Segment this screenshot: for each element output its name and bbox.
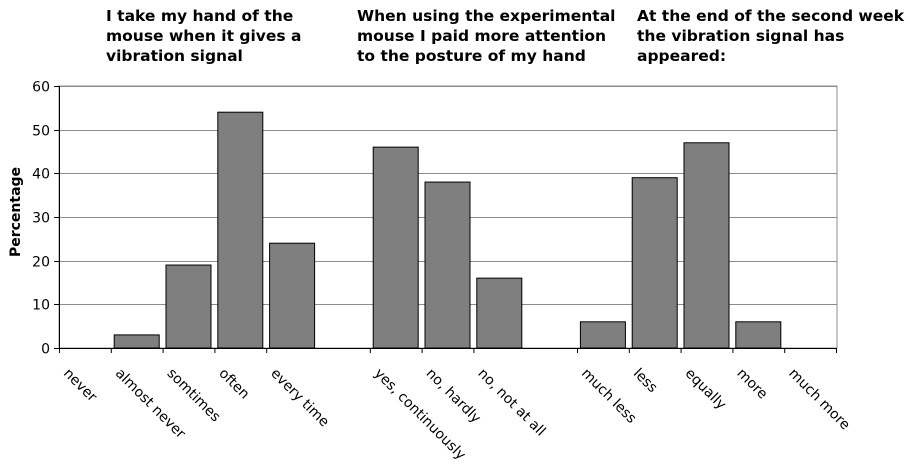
x-category-label: much less (578, 366, 639, 427)
y-tick-label: 20 (32, 255, 50, 271)
x-category-label: yes, continuously (371, 366, 469, 464)
y-tick-label: 40 (32, 167, 50, 183)
y-tick-label: 0 (41, 342, 50, 358)
y-tick-label: 30 (32, 211, 50, 227)
x-category-label: less (630, 366, 660, 396)
y-tick-label: 60 (32, 80, 50, 96)
x-category-label: much more (785, 366, 853, 434)
bar (113, 334, 160, 349)
bar (683, 142, 730, 349)
bar (269, 242, 316, 349)
bar (579, 321, 626, 349)
bar (476, 277, 523, 349)
bar (217, 111, 264, 349)
bar (735, 321, 782, 349)
bar (165, 264, 212, 349)
bar (631, 177, 678, 349)
heading-question-2: When using the experimental mouse I paid… (357, 7, 616, 65)
x-category-label: never (60, 366, 100, 406)
x-category-label: no, not at all (474, 366, 548, 440)
x-category-label: every time (267, 366, 332, 431)
y-tick-label: 50 (32, 124, 50, 140)
bar (424, 181, 471, 349)
heading-question-3: At the end of the second week the vibrat… (637, 7, 905, 65)
x-category-label: often (215, 366, 252, 403)
x-category-label: equally (682, 366, 729, 413)
bar (372, 146, 419, 349)
x-category-label: more (733, 366, 770, 403)
heading-question-1: I take my hand of the mouse when it give… (106, 7, 302, 65)
y-tick-label: 10 (32, 298, 50, 314)
y-axis-label: Percentage (8, 167, 24, 257)
